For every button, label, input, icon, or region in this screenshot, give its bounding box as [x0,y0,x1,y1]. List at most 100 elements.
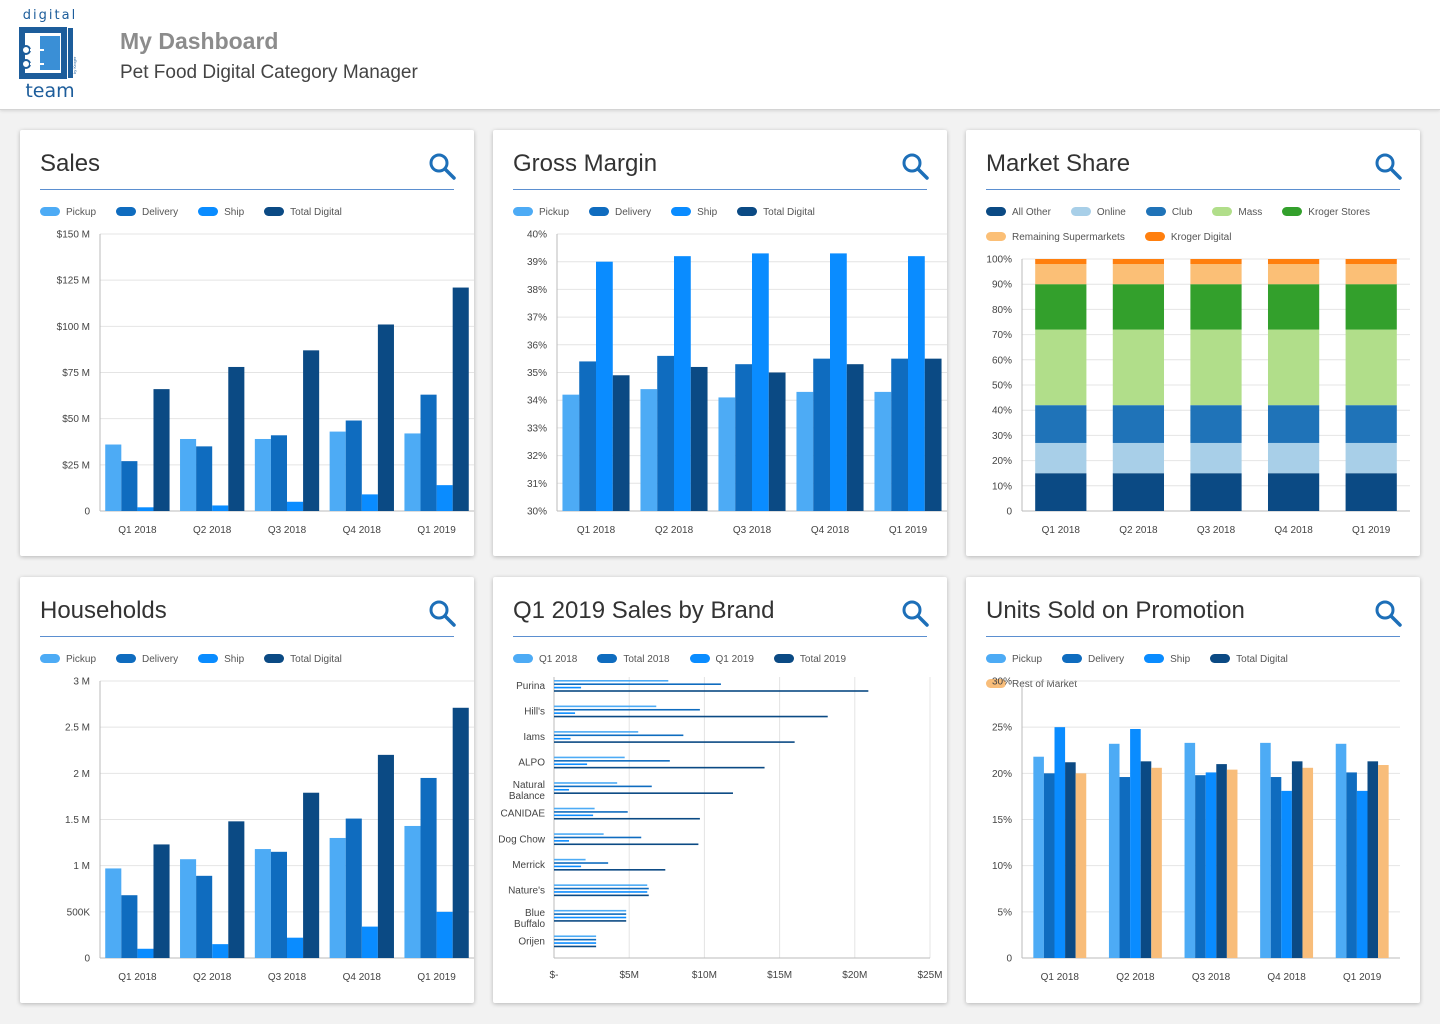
bar [554,782,618,784]
legend-item[interactable]: Pickup [513,200,569,225]
y-tick-label: $25 M [62,460,90,471]
card-title: Market Share [986,150,1131,177]
legend-item[interactable]: Kroger Digital [1144,225,1232,250]
y-tick-label: 37% [527,313,547,324]
bar [908,256,925,511]
x-tick-label: Q4 2018 [1274,525,1313,536]
bar-segment [1345,329,1397,406]
legend-item[interactable]: Delivery [1062,647,1124,672]
legend-label: All Other [1012,207,1051,218]
x-tick-label: Q4 2018 [811,525,850,536]
legend-item[interactable]: Total Digital [264,647,342,672]
y-tick-label: 80% [992,305,1012,316]
legend-item[interactable]: Total 2018 [597,647,670,672]
search-icon[interactable] [901,152,929,180]
bar [554,945,597,948]
legend-label: Kroger Digital [1170,232,1232,243]
legend-item[interactable]: Total 2019 [773,647,846,672]
search-icon[interactable] [1374,599,1402,627]
logo[interactable]: digital by Kroger team [14,8,94,104]
search-icon[interactable] [1374,152,1402,180]
bar [554,734,684,737]
legend-item[interactable]: Total Digital [264,200,342,225]
legend-item[interactable]: Ship [1144,647,1190,672]
legend-item[interactable]: Remaining Supermarkets [986,225,1125,250]
x-tick-label: Q3 2018 [1192,972,1231,983]
bar [404,433,421,511]
legend-swatch [671,207,692,216]
legend-item[interactable]: Delivery [116,647,178,672]
bar [1119,777,1131,958]
y-tick-label: 3 M [73,677,90,688]
title-divider [986,636,1400,637]
legend-item[interactable]: All Other [986,200,1051,225]
legend-item[interactable]: Pickup [40,200,96,225]
bar [329,837,346,958]
bar [554,705,657,708]
bar-segment [1112,264,1165,285]
legend-item[interactable]: Delivery [116,200,178,225]
legend-label: Club [1171,207,1193,218]
legend-item[interactable]: Mass [1212,200,1262,225]
y-tick-label: 2.5 M [65,723,90,734]
legend-item[interactable]: Kroger Stores [1282,200,1370,225]
legend-label: Delivery [615,207,652,218]
legend-item[interactable]: Ship [198,647,244,672]
chart-legend: Pickup Delivery Ship Total Digital Rest of M… [986,647,1406,697]
bar [303,350,320,511]
legend-item[interactable]: Ship [671,200,717,225]
legend-swatch [116,207,137,216]
legend-swatch [1144,232,1165,241]
legend-label: Delivery [142,654,179,665]
legend-swatch [1144,654,1165,663]
legend-item[interactable]: Pickup [986,647,1042,672]
y-tick-label: 0 [84,507,90,518]
page-title: My Dashboard [120,28,279,54]
legend-item[interactable]: Club [1145,200,1193,225]
card-title: Gross Margin [513,150,658,177]
bar [554,909,627,912]
x-tick-label: Q3 2018 [1197,525,1236,536]
search-icon[interactable] [901,599,929,627]
bar [1270,777,1282,958]
bar [554,942,597,944]
legend-swatch [589,207,610,216]
search-icon[interactable] [428,599,456,627]
legend-item[interactable]: Online [1070,200,1126,225]
legend-item[interactable]: Total Digital [737,200,815,225]
bar [554,865,582,868]
legend-item[interactable]: Pickup [40,647,96,672]
y-tick-label: Nature's [508,885,545,896]
bar [1346,772,1357,958]
legend-item[interactable]: Total Digital [1210,647,1288,672]
bar [640,389,658,511]
bar [579,361,596,511]
y-tick-label: Buffalo [514,919,545,930]
bar [270,851,287,958]
bar-segment [1112,329,1165,406]
bar-segment [1345,259,1397,265]
sales-by-brand-chart: $- $5M $10M $15M $20M $25M Purina Hill's Iams ALP… [498,677,943,981]
legend-item[interactable]: Rest of Market [986,672,1077,697]
card-title: Units Sold on Promotion [986,597,1245,624]
y-tick-label: 15% [992,815,1012,826]
x-tick-label: $5M [619,970,638,981]
x-tick-label: $- [550,970,559,981]
search-icon[interactable] [428,152,456,180]
legend-item[interactable]: Delivery [589,200,651,225]
bar [1195,775,1206,958]
sales-by-brand-card: Q1 2019 Sales by Brand Q1 2018 Total 2018… [493,577,947,1003]
title-divider [513,636,927,637]
bar [1075,773,1087,958]
x-tick-label: Q2 2018 [1119,525,1158,536]
legend-item[interactable]: Q1 2018 [513,647,577,672]
bar [554,916,627,919]
y-tick-label: Blue [525,908,545,919]
legend-item[interactable]: Ship [198,200,244,225]
legend-item[interactable]: Q1 2019 [689,647,754,672]
legend-swatch [513,207,533,216]
y-tick-label: 40% [527,230,547,241]
bar-segment [1035,264,1087,285]
bar [1033,756,1044,958]
y-tick-label: Merrick [512,860,546,871]
